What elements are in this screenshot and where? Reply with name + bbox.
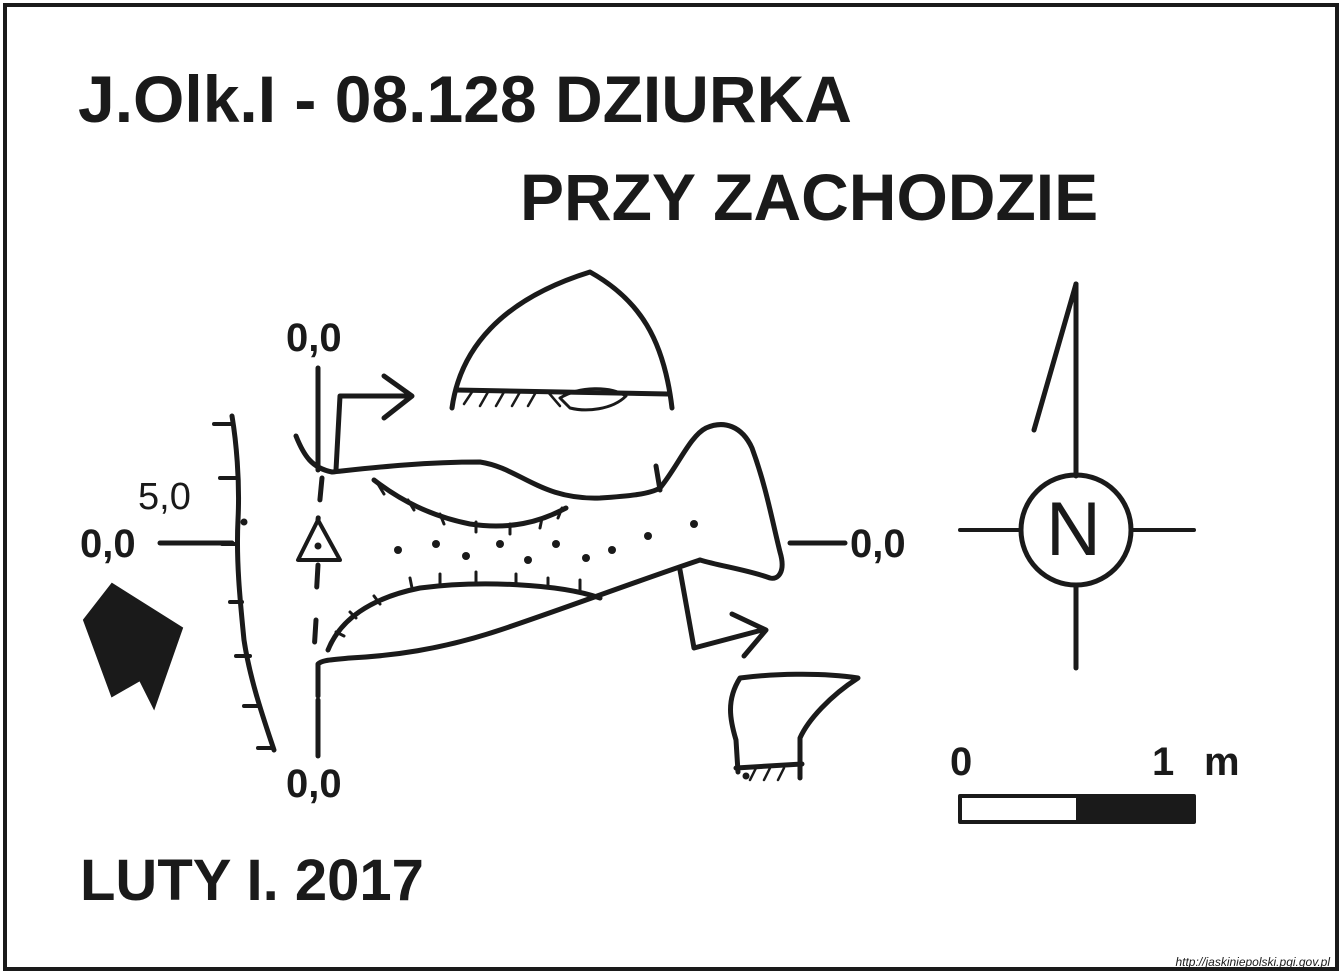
section-arrow-upper <box>333 373 415 473</box>
ledge-upper-hachures <box>376 482 564 536</box>
map-frame <box>3 3 1339 971</box>
profile-wall-left <box>229 413 277 753</box>
section-arrow-lower <box>677 567 769 659</box>
profile-depth-ticks <box>212 422 274 750</box>
cross-section-upper-floor <box>453 387 671 397</box>
section-label-right: 0,0 <box>850 522 906 566</box>
floor-dots <box>240 518 750 780</box>
cave-wall-end <box>657 422 785 581</box>
cross-section-upper-boulder <box>558 387 628 412</box>
ledge-lower-hachures <box>334 570 582 638</box>
scale-bar-white <box>958 794 1080 824</box>
section-label-left: 0,0 <box>80 522 136 566</box>
survey-axis-dashed <box>311 475 325 655</box>
cave-step-line <box>653 463 663 493</box>
section-label-bottom: 0,0 <box>286 762 342 806</box>
survey-station-triangle <box>296 518 342 562</box>
cave-wall-upper <box>293 433 663 501</box>
scale-label-end: 1 <box>1152 740 1175 784</box>
scale-label-start: 0 <box>950 740 973 784</box>
cross-section-lower-floor <box>733 761 805 771</box>
section-label-top: 0,0 <box>286 316 342 360</box>
compass-north-letter: N <box>1046 487 1101 572</box>
ledge-lower <box>325 581 603 653</box>
cave-title-line2: PRZY ZACHODZIE <box>520 160 1099 234</box>
cross-section-upper-hachures <box>462 390 562 408</box>
cross-section-lower <box>728 671 861 781</box>
survey-date: LUTY I. 2017 <box>80 848 424 913</box>
cross-section-upper <box>449 269 675 411</box>
north-arrow-icon <box>958 281 1196 671</box>
depth-label: 5,0 <box>138 476 191 518</box>
scale-label-unit: m <box>1204 740 1240 784</box>
scale-bar-black <box>1076 794 1196 824</box>
entrance-arrow-icon <box>82 582 184 711</box>
cave-wall-lower <box>315 557 703 699</box>
cross-section-lower-hachures <box>748 766 786 782</box>
source-link[interactable]: http://jaskiniepolski.pgi.gov.pl <box>1175 955 1330 969</box>
cave-title-line1: J.Olk.I - 08.128 DZIURKA <box>78 62 852 136</box>
